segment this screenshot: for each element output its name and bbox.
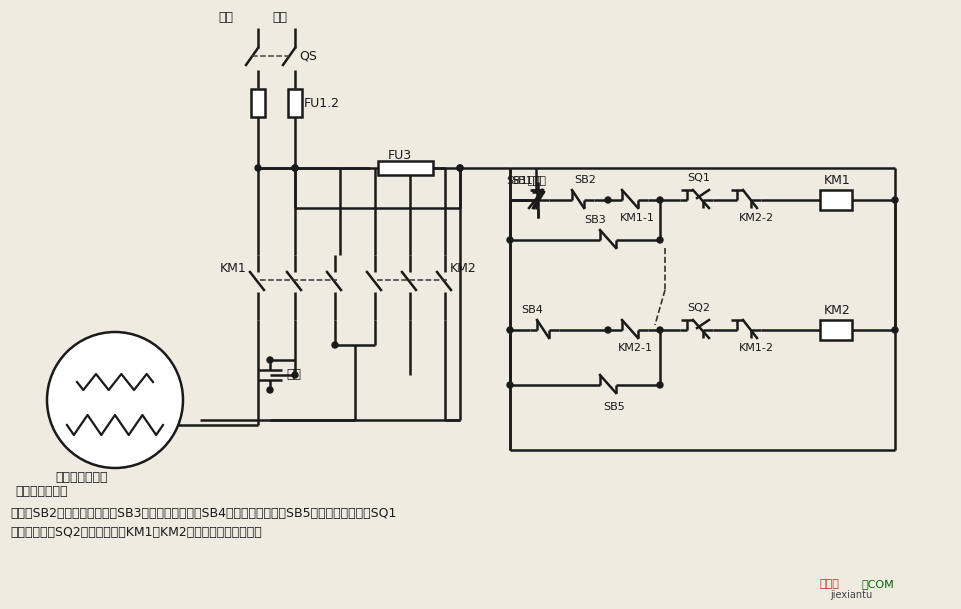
Circle shape — [456, 165, 462, 171]
Circle shape — [47, 332, 183, 468]
Text: 单相电容电动机: 单相电容电动机 — [15, 485, 67, 499]
Text: KM1: KM1 — [220, 261, 246, 275]
Circle shape — [506, 327, 512, 333]
Text: KM2: KM2 — [450, 261, 477, 275]
Text: SQ1: SQ1 — [686, 173, 709, 183]
Text: 火线: 火线 — [218, 10, 233, 24]
Bar — [378, 161, 432, 175]
Text: SB3: SB3 — [583, 215, 605, 225]
Bar — [251, 89, 264, 117]
Text: FU1.2: FU1.2 — [304, 96, 339, 110]
Text: KM2-2: KM2-2 — [738, 213, 774, 223]
Text: 电容: 电容 — [285, 368, 301, 381]
Bar — [819, 320, 851, 340]
Circle shape — [267, 357, 273, 363]
Text: jiexiantu: jiexiantu — [829, 590, 872, 600]
Text: KM1-1: KM1-1 — [619, 213, 654, 223]
Circle shape — [506, 237, 512, 243]
Text: SB5: SB5 — [603, 402, 624, 412]
Text: QS: QS — [299, 49, 316, 63]
Text: SB1停止: SB1停止 — [510, 175, 546, 185]
Text: SB1停止: SB1停止 — [505, 175, 540, 185]
Text: 零线: 零线 — [272, 10, 286, 24]
Circle shape — [292, 372, 298, 378]
Text: FU3: FU3 — [387, 149, 411, 161]
Text: ．COM: ．COM — [861, 579, 894, 589]
Text: 单相电容电动机: 单相电容电动机 — [55, 471, 108, 485]
Circle shape — [267, 387, 273, 393]
Text: 接线图: 接线图 — [819, 579, 839, 589]
Circle shape — [604, 197, 610, 203]
Circle shape — [891, 327, 897, 333]
Text: KM2-1: KM2-1 — [617, 343, 653, 353]
Text: KM1-2: KM1-2 — [738, 343, 774, 353]
Circle shape — [292, 165, 298, 171]
Circle shape — [656, 237, 662, 243]
Text: SB2: SB2 — [574, 175, 595, 185]
Bar — [287, 89, 302, 117]
Circle shape — [292, 165, 298, 171]
Bar — [819, 190, 851, 210]
Circle shape — [656, 197, 662, 203]
Circle shape — [604, 327, 610, 333]
Text: SB4: SB4 — [521, 305, 542, 315]
Text: KM2: KM2 — [824, 303, 850, 317]
Circle shape — [891, 197, 897, 203]
Text: KM1: KM1 — [824, 174, 850, 186]
Text: 说明：SB2为上升启动按鈕，SB3为上升点动按鈕，SB4为下降启动按鈕，SB5为下降点动按鈕；SQ1: 说明：SB2为上升启动按鈕，SB3为上升点动按鈕，SB4为下降启动按鈕，SB5为… — [10, 507, 396, 521]
Circle shape — [255, 165, 260, 171]
Circle shape — [456, 165, 462, 171]
Circle shape — [656, 382, 662, 388]
Text: SQ2: SQ2 — [686, 303, 709, 313]
Text: 为最高限位，SQ2为最低限位。KM1、KM2可用中间继电器代替。: 为最高限位，SQ2为最低限位。KM1、KM2可用中间继电器代替。 — [10, 527, 261, 540]
Circle shape — [506, 382, 512, 388]
Circle shape — [332, 342, 337, 348]
Circle shape — [656, 327, 662, 333]
